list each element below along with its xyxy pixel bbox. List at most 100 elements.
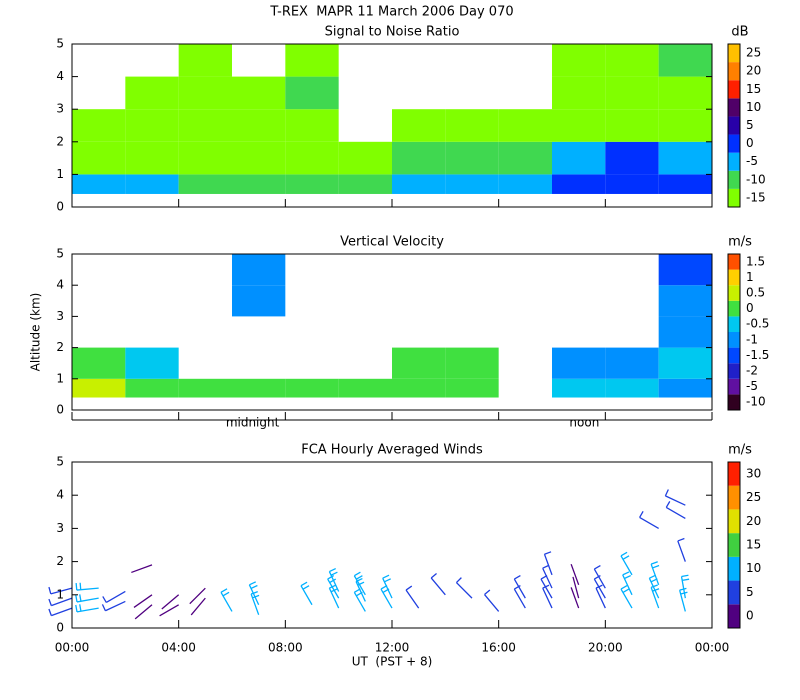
y-tick-label: 2 [56,554,64,568]
heat-cell [232,285,286,317]
colorbar-swatch [728,98,740,117]
y-tick-label: 0 [56,403,64,417]
heat-cell [338,378,392,398]
wind-barb [48,597,73,607]
colorbar-tick-label: 0 [746,301,754,315]
x-tick-label: 20:00 [588,641,623,655]
heat-cell [232,254,286,286]
heat-cell [552,141,606,175]
x-tick-label: 00:00 [55,641,90,655]
colorbar-tick-label: 0 [746,609,754,623]
heat-cell [285,44,339,77]
heat-cell [445,378,499,398]
colorbar-tick-label: -10 [746,395,766,409]
heat-cell [392,347,446,379]
y-tick-label: 2 [56,340,64,354]
wind-barb [75,604,99,613]
colorbar-tick-label: 5 [746,585,754,599]
heat-cell [445,347,499,379]
heat-cell [392,141,446,175]
wind-barb [380,584,393,609]
wind-barb [572,576,580,599]
y-tick-label: 4 [56,69,64,83]
heat-cell [498,141,552,175]
colorbar-tick-label: -10 [746,172,766,186]
colorbar-tick-label: 20 [746,514,761,528]
colorbar-tick-label: 0.5 [746,286,765,300]
wind-barb [159,604,179,617]
colorbar-tick-label: 20 [746,64,761,78]
wind-barb [327,575,340,599]
y-tick-label: 5 [56,455,64,469]
wind-barb [650,584,660,609]
colorbar-frame [727,43,741,208]
heat-cell [552,109,606,142]
wind-barb [48,586,73,595]
wind-barb [250,591,260,615]
wind-barb [133,594,153,608]
wind-barb [189,587,206,605]
heat-cell [498,109,552,142]
wind-barb [430,572,446,596]
colorbar-label: m/s [728,443,752,458]
heat-cell [178,109,232,142]
colorbar-tick-label: -15 [746,190,766,204]
wind-barb [75,582,99,591]
wind-barb [639,511,659,529]
colorbar-tick-label: 25 [746,490,761,504]
heat-cell [552,76,606,110]
wind-barb [102,590,126,604]
y-tick-label: 2 [56,134,64,148]
heat-cell [72,109,126,142]
wind-barb [300,581,313,606]
x-tick-label: 16:00 [481,641,516,655]
colorbar-swatch [728,285,740,301]
heat-cell [125,347,179,379]
wind-barb [543,551,553,576]
wind-barb [679,587,688,612]
annotation: midnight [226,416,280,430]
heat-cell [605,76,659,110]
heat-cell [125,378,179,398]
colorbar-tick-label: -1.5 [746,348,769,362]
colorbar-swatch [728,116,740,135]
colorbar-swatch [728,300,740,317]
heat-cell [658,141,712,175]
colorbar-tick-label: -5 [746,154,758,168]
wind-barb [677,537,686,562]
heat-cell [658,76,712,110]
colorbar-label: dB [731,25,748,40]
wind-barb [134,604,153,620]
heat-cell [605,174,659,194]
heat-cell [72,141,126,175]
wind-barb [48,607,73,617]
wind-barb [680,574,690,599]
heat-cell [285,378,339,398]
colorbar-swatch [728,604,740,628]
colorbar-tick-label: 30 [746,466,761,480]
heat-cell [552,347,606,379]
colorbar-tick-label: 5 [746,118,754,132]
y-tick-label: 1 [56,587,64,601]
heat-cell [125,109,179,142]
colorbar-tick-label: 25 [746,46,761,60]
heat-cell [605,44,659,77]
x-tick-label: 04:00 [161,641,196,655]
heat-cell [552,44,606,77]
panel-title: FCA Hourly Averaged Winds [301,443,483,458]
annotation: noon [569,416,599,430]
y-tick-label: 5 [56,247,64,261]
wind-barb [101,600,126,612]
colorbar-swatch [728,347,740,364]
heat-cell [232,76,286,110]
wind-barb [328,567,340,592]
main-title: T-REX MAPR 11 March 2006 Day 070 [269,5,513,20]
y-tick-label: 5 [56,37,64,51]
heat-cell [285,109,339,142]
colorbar-swatch [728,44,740,63]
colorbar-swatch [728,188,740,207]
colorbar-swatch [728,485,740,510]
wind-barb [650,561,660,586]
y-tick-label: 0 [56,621,64,635]
